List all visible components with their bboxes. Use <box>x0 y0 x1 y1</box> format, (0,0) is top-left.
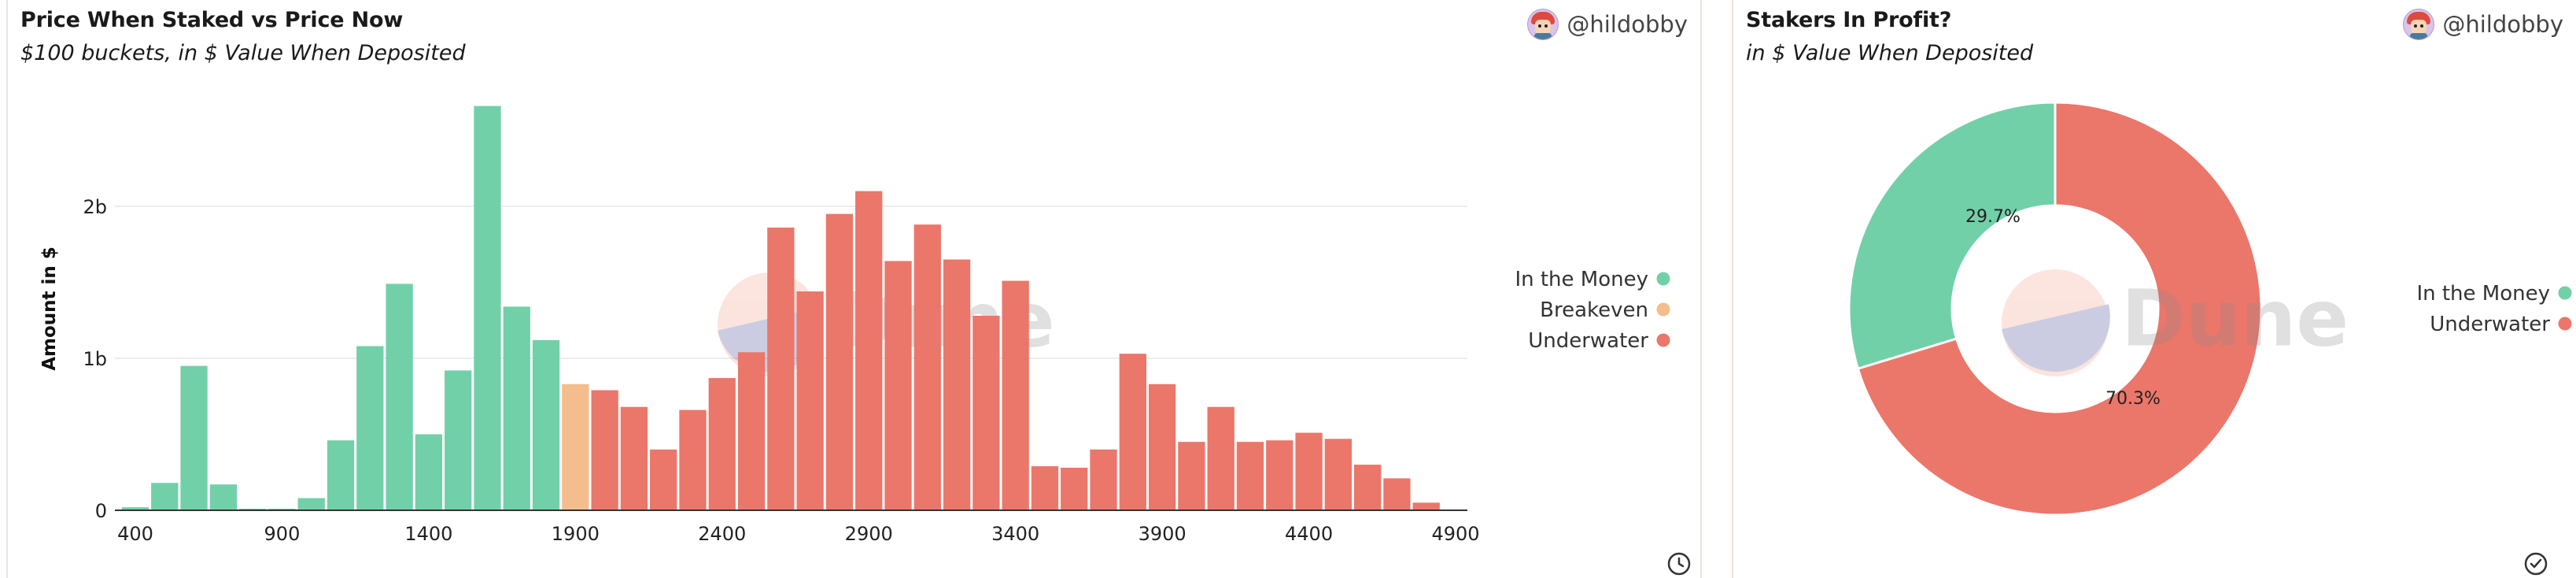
x-tick-label: 3900 <box>1139 523 1187 545</box>
bar <box>855 191 883 510</box>
check-circle-icon[interactable] <box>2523 551 2548 576</box>
clock-icon[interactable] <box>1666 551 1692 576</box>
bar-chart: 01b2bDune4009001400190024002900340039004… <box>39 106 1670 545</box>
x-tick-label: 2400 <box>698 523 746 545</box>
y-tick-label: 2b <box>83 196 107 218</box>
donut-chart-author-link[interactable]: @hildobby <box>2403 6 2563 43</box>
bar <box>650 449 677 510</box>
legend-label: In the Money <box>2416 282 2550 306</box>
legend-label: Underwater <box>2430 313 2550 336</box>
bar <box>796 291 824 510</box>
y-axis-label: Amount in $ <box>39 246 60 371</box>
x-tick-label: 3400 <box>991 523 1039 545</box>
bar <box>1324 439 1352 510</box>
x-tick-label: 4400 <box>1285 523 1333 545</box>
bar <box>503 306 530 510</box>
bar <box>1412 502 1440 510</box>
bar <box>1002 280 1029 510</box>
author-handle: @hildobby <box>2442 11 2563 38</box>
bar <box>737 352 766 510</box>
slice-label: 29.7% <box>1965 207 2021 227</box>
bar <box>884 261 912 510</box>
bar-chart-panel: Price When Staked vs Price Now $100 buck… <box>6 0 1702 578</box>
y-tick-label: 1b <box>83 348 107 370</box>
bar <box>180 365 208 510</box>
legend-label: Breakeven <box>1540 298 1648 322</box>
bar <box>620 406 648 510</box>
bar <box>1178 442 1205 510</box>
bar <box>1236 442 1264 510</box>
legend-label: In the Money <box>1515 268 1648 291</box>
bar <box>415 434 443 510</box>
avatar <box>1527 9 1559 40</box>
bar <box>356 346 384 510</box>
legend-dot <box>1656 302 1670 317</box>
slice-label: 70.3% <box>2105 389 2161 409</box>
legend-dot <box>2558 286 2572 300</box>
legend-dot <box>2558 317 2572 331</box>
bar <box>562 383 589 510</box>
bar <box>445 370 472 510</box>
bar <box>121 507 149 510</box>
x-tick-label: 900 <box>264 523 301 545</box>
legend-dot <box>1656 272 1670 286</box>
legend-dot <box>1656 333 1670 347</box>
donut-slice <box>1847 101 2057 371</box>
y-tick-label: 0 <box>95 500 107 522</box>
author-handle: @hildobby <box>1567 11 1688 38</box>
bar <box>767 228 795 510</box>
x-tick-label: 4900 <box>1431 523 1479 545</box>
bar <box>1353 465 1382 510</box>
bar <box>1148 383 1176 510</box>
bar-chart-author-link[interactable]: @hildobby <box>1527 6 1688 43</box>
bar <box>1207 406 1234 510</box>
bar <box>943 259 971 510</box>
legend-label: Underwater <box>1528 329 1648 353</box>
bar-chart-title: Price When Staked vs Price Now <box>20 8 404 32</box>
bar <box>209 484 238 510</box>
bar <box>474 106 501 510</box>
donut-chart: Dune 29.7% 70.3% In the Money Underwater <box>1847 101 2572 517</box>
avatar <box>2403 9 2435 40</box>
bar <box>1266 440 1294 510</box>
bar <box>386 283 413 510</box>
dune-watermark-logo: Dune <box>2002 269 2349 376</box>
bar <box>825 213 854 510</box>
bar <box>708 378 736 510</box>
x-tick-label: 400 <box>117 523 153 545</box>
bar <box>1031 466 1059 510</box>
x-tick-label: 2900 <box>845 523 893 545</box>
bar <box>1383 478 1411 510</box>
bar <box>327 440 355 510</box>
donut-chart-panel: Stakers In Profit? in $ Value When Depos… <box>1732 0 2576 578</box>
donut-chart-subtitle: in $ Value When Deposited <box>1746 41 2034 65</box>
bar <box>972 315 1000 510</box>
bar <box>151 483 179 510</box>
bar <box>913 224 941 510</box>
donut-chart-title: Stakers In Profit? <box>1746 8 1952 32</box>
bar <box>1119 354 1146 510</box>
bar <box>297 498 325 510</box>
dune-watermark-text: Dune <box>2121 274 2349 365</box>
x-tick-label: 1900 <box>552 523 600 545</box>
bar <box>532 339 560 510</box>
bar-chart-subtitle: $100 buckets, in $ Value When Deposited <box>20 41 466 65</box>
bar <box>679 409 707 510</box>
bar <box>1295 432 1323 510</box>
x-tick-label: 1400 <box>404 523 452 545</box>
donut-slice <box>1856 101 2263 517</box>
bar <box>1090 449 1117 510</box>
bar <box>1061 467 1088 510</box>
bar <box>591 390 618 510</box>
